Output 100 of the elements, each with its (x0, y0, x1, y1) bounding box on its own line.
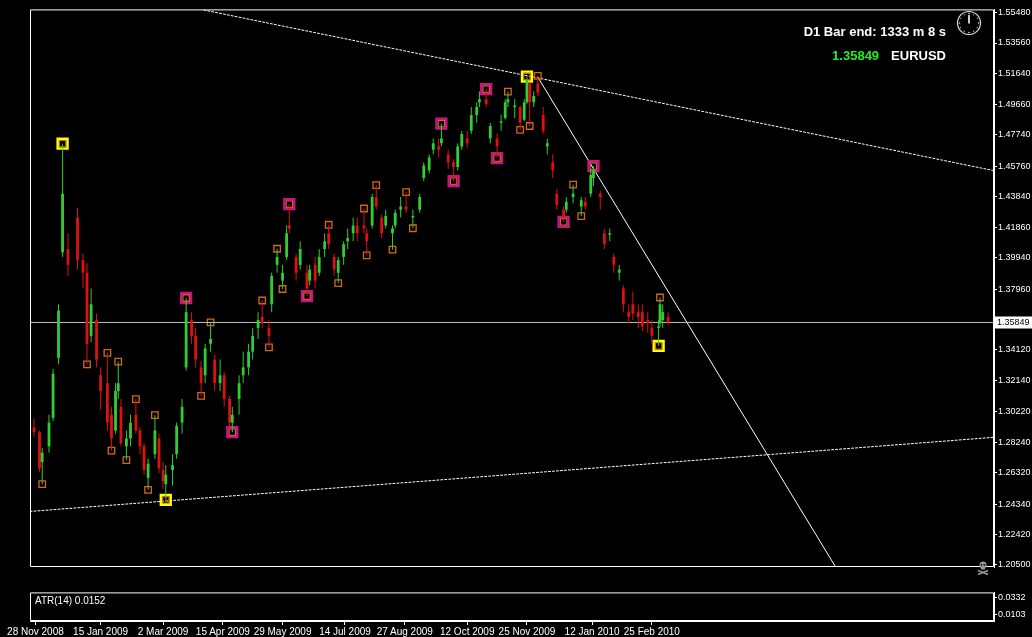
candlestick (440, 123, 443, 148)
candlestick (499, 114, 503, 132)
y-tick-label: 1.34120 (998, 344, 1031, 355)
candlestick (631, 291, 635, 321)
candlestick (636, 303, 640, 329)
point (122, 456, 131, 465)
candlestick (251, 327, 255, 361)
candlestick (598, 190, 602, 211)
candlestick (446, 149, 450, 170)
candlestick (317, 248, 321, 277)
candlestick (399, 196, 403, 219)
candlestick (294, 253, 298, 282)
candlestick (460, 130, 464, 151)
candlestick (418, 193, 422, 214)
y-tick-label: 1.51640 (998, 67, 1031, 78)
candlestick (342, 240, 346, 266)
x-tick-label: 28 Nov 2008 (7, 625, 65, 637)
candlestick (555, 188, 559, 211)
y-tick-label: 1.47740 (998, 129, 1031, 140)
point (360, 204, 368, 213)
point (402, 188, 410, 197)
candlestick (612, 253, 616, 274)
y-tick-label: 1.30220 (998, 405, 1031, 416)
y-tick-label: 1.24340 (998, 498, 1031, 509)
candlestick (190, 311, 193, 345)
y-tick-label: 0.0103 (998, 608, 1026, 619)
candlestick (171, 453, 174, 487)
chart-title: ATR(14) 0.0152 (35, 595, 106, 607)
candlestick (602, 228, 606, 250)
point (388, 245, 397, 254)
candlestick (469, 106, 473, 135)
point (278, 285, 287, 293)
y-tick-label: 1.28240 (998, 436, 1031, 447)
point (197, 392, 205, 400)
candlestick (551, 153, 555, 179)
candlestick (213, 354, 217, 392)
point (258, 296, 267, 305)
candlestick (256, 311, 260, 340)
candlestick (308, 264, 312, 286)
candlestick (640, 303, 644, 332)
candlestick (627, 303, 631, 324)
y-tick-label: 1.55480 (998, 7, 1031, 18)
point (273, 244, 282, 253)
candlestick (488, 122, 492, 144)
y-tick-label: 1.26320 (998, 467, 1031, 478)
candlestick (281, 264, 284, 290)
y-tick-label: 1.32140 (998, 375, 1031, 386)
candlestick (621, 284, 625, 313)
point (103, 348, 112, 357)
candlestick (99, 366, 102, 411)
annotation: EURUSD (891, 48, 946, 63)
candlestick (391, 224, 394, 251)
point (525, 122, 534, 130)
candlestick (194, 327, 198, 368)
candlestick (393, 209, 397, 230)
point (265, 343, 273, 352)
x-tick-label: 25 Nov 2009 (498, 625, 556, 637)
x-tick-label: 25 Feb 2010 (623, 625, 681, 637)
candlestick (427, 153, 431, 174)
x-tick-label: 27 Aug 2009 (376, 625, 434, 637)
x-tick-label: 15 Jan 2009 (73, 625, 129, 637)
y-tick-label: 1.22420 (998, 528, 1031, 539)
point (372, 181, 381, 190)
y-tick-label: 1.39940 (998, 252, 1031, 263)
candlestick (313, 256, 317, 290)
candlestick (332, 253, 336, 277)
point (114, 357, 123, 366)
candlestick (456, 142, 460, 171)
candlestick (666, 311, 670, 326)
point (83, 360, 91, 369)
x-tick-label: 14 Jul 2009 (319, 625, 372, 637)
point (533, 71, 542, 80)
candlestick (129, 414, 132, 447)
point (516, 126, 525, 134)
point (569, 180, 577, 189)
candlestick (541, 106, 545, 135)
annotation: 1.35849 (832, 48, 880, 63)
point (362, 251, 371, 260)
candlestick (646, 311, 650, 334)
candlestick (209, 321, 212, 353)
x-tick-label: 15 Apr 2009 (195, 625, 251, 637)
candlestick (351, 217, 355, 242)
point (334, 279, 343, 288)
candlestick (125, 430, 128, 461)
candlestick (380, 213, 384, 239)
point (408, 224, 417, 233)
candlestick (241, 351, 245, 384)
x-tick-label: 29 May 2009 (253, 625, 312, 637)
candlestick (589, 169, 593, 198)
ref-line-label: 1.35849 (997, 317, 1030, 328)
point (151, 411, 159, 420)
point (577, 212, 586, 220)
point (656, 293, 664, 302)
candlestick (298, 240, 302, 271)
y-tick-label: 1.37960 (998, 283, 1031, 294)
y-tick-label: 1.43840 (998, 190, 1031, 201)
candlestick (384, 209, 388, 230)
point (38, 480, 47, 489)
x-tick-label: 2 Mar 2009 (137, 625, 189, 637)
candlestick (355, 217, 359, 242)
